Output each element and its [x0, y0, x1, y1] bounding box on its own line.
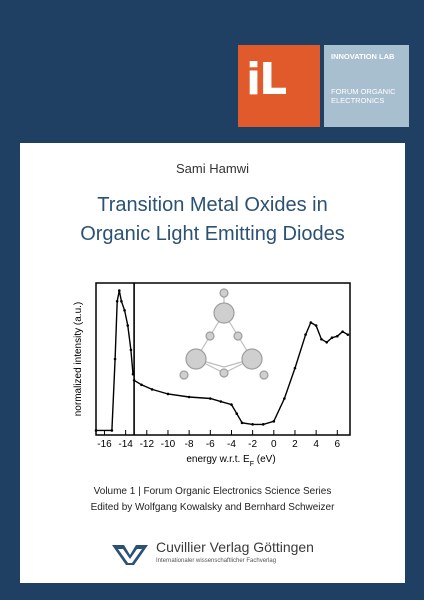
cover-panel: Sami Hamwi Transition Metal Oxides in Or…: [20, 143, 405, 583]
data-point: [219, 400, 223, 403]
data-point: [117, 289, 121, 292]
data-point: [346, 333, 350, 336]
data-point: [314, 324, 318, 327]
logo-letters: iL: [246, 54, 287, 105]
spectrum-chart: -16 -14 -12 -10 -8 -6 -4 -2 0 2 4 6 normalized inten…: [73, 282, 351, 468]
x-tick-label: 6: [335, 439, 341, 450]
data-point: [113, 357, 117, 361]
title-line-2: Organic Light Emitting Diodes: [80, 223, 345, 245]
publisher-mark-icon: [112, 545, 148, 565]
data-point: [129, 348, 133, 352]
x-tick-label: -2: [248, 439, 257, 450]
publisher-logo: Cuvillier Verlag Göttingen International…: [110, 535, 350, 571]
author-name: Sami Hamwi: [176, 161, 249, 176]
logo-line-1: INNOVATION LAB: [331, 52, 395, 61]
data-point: [230, 403, 233, 406]
publisher-tagline: Internationaler wissenschaftlicher Fachv…: [156, 558, 277, 564]
x-axis-label: energy w.r.t. EF (eV): [186, 454, 275, 468]
data-point: [110, 429, 114, 432]
data-point: [235, 412, 239, 416]
x-tick-label: -12: [140, 439, 155, 450]
data-point: [320, 337, 323, 341]
data-point: [166, 392, 170, 396]
molecule-illustration: [179, 288, 269, 380]
x-tick-label: -10: [161, 439, 176, 450]
data-point: [120, 299, 123, 303]
data-point: [150, 388, 154, 391]
data-point: [309, 321, 313, 324]
series-line-2: Edited by Wolfgang Kowalsky and Bernhard…: [90, 502, 335, 513]
book-title: Transition Metal Oxides in Organic Light…: [20, 191, 405, 249]
data-point: [272, 420, 276, 423]
data-point: [293, 366, 297, 370]
title-line-1: Transition Metal Oxides in: [97, 194, 328, 216]
spectrum-figure: -16 -14 -12 -10 -8 -6 -4 -2 0 2 4 6 normalized inten…: [66, 279, 360, 472]
x-tick-label: -8: [185, 439, 194, 450]
logo-text-box: INNOVATION LAB FORUM ORGANIC ELECTRONICS: [324, 45, 409, 127]
logo-line-2: FORUM ORGANIC ELECTRONICS: [331, 87, 396, 105]
data-point: [325, 340, 329, 344]
data-point: [283, 397, 286, 400]
x-tick-label: 4: [313, 439, 319, 450]
data-point: [330, 336, 334, 340]
data-point: [251, 423, 254, 426]
x-tick-label: -4: [227, 439, 236, 450]
data-point: [304, 333, 307, 336]
x-tick-label: -6: [206, 439, 215, 450]
x-tick-label: -16: [97, 439, 112, 450]
data-point: [140, 383, 143, 387]
data-point: [126, 324, 130, 327]
publisher-name: Cuvillier Verlag Göttingen: [156, 539, 314, 555]
data-point: [341, 330, 344, 333]
data-point: [123, 309, 126, 312]
series-line-1: [96, 290, 134, 432]
x-tick-label: 2: [292, 439, 298, 450]
innovation-lab-logo: iL: [238, 45, 320, 127]
data-point: [115, 299, 119, 303]
x-tick-label: 0: [271, 439, 277, 450]
data-point: [240, 421, 244, 425]
series-info: Volume 1 | Forum Organic Electronics Sci…: [20, 484, 405, 516]
x-tick-label: -14: [118, 439, 133, 450]
data-point: [261, 423, 265, 426]
series-line-1: Volume 1 | Forum Organic Electronics Sci…: [93, 486, 332, 497]
data-point: [94, 429, 98, 432]
y-axis-label: normalized intensity (a.u.): [73, 302, 84, 417]
plot-frame: [95, 282, 351, 436]
data-point: [209, 397, 212, 400]
data-point: [187, 395, 191, 399]
data-point: [336, 334, 339, 338]
